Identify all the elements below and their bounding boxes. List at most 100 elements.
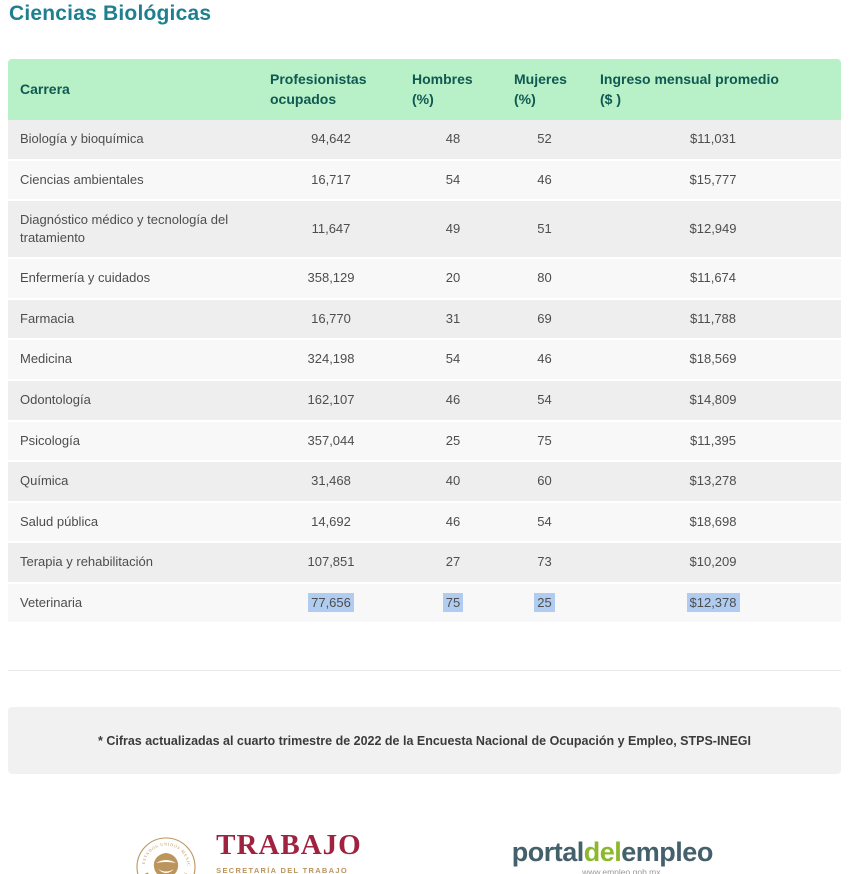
mujeres-cell: 46 (504, 160, 585, 202)
ingreso-cell: $15,777 (585, 160, 841, 202)
hombres-cell: 46 (402, 381, 504, 422)
mujeres-cell: 80 (504, 259, 585, 300)
carrera-cell: Enfermería y cuidados (8, 259, 260, 300)
table-row: Medicina 324,198 54 46 $18,569 (8, 340, 841, 382)
carrera-cell: Diagnóstico médico y tecnología del trat… (8, 201, 260, 260)
carrera-cell: Salud pública (8, 502, 260, 544)
carrera-cell: Veterinaria (8, 583, 260, 625)
ingreso-cell: $18,569 (585, 340, 841, 382)
mujeres-value: 73 (537, 554, 552, 570)
ingreso-value: $14,809 (689, 392, 737, 408)
footer-logos: ESTADOS UNIDOS MEXICANOS TRABAJO SECRETA… (0, 823, 849, 874)
hombres-cell: 46 (402, 502, 504, 544)
table-row: Psicología 357,044 25 75 $11,395 (8, 421, 841, 463)
hombres-cell: 40 (402, 462, 504, 503)
mujeres-value: 46 (537, 351, 552, 367)
ingreso-cell: $12,949 (585, 201, 841, 260)
footnote-text: * Cifras actualizadas al cuarto trimestr… (97, 733, 751, 748)
ingreso-value: $15,777 (689, 171, 737, 187)
mujeres-cell: 46 (504, 340, 585, 382)
carrera-cell: Psicología (8, 421, 260, 463)
profesionistas-cell: 358,129 (260, 259, 402, 300)
hombres-value: 48 (445, 131, 461, 147)
column-header-hombres: Hombres (%) (402, 59, 504, 121)
table-header: Carrera Profesionistas ocupados Hombres … (8, 59, 841, 121)
profesionistas-value: 14,692 (311, 513, 351, 529)
profesionistas-cell: 11,647 (260, 201, 402, 260)
table-row: Ciencias ambientales 16,717 54 46 $15,77… (8, 160, 841, 202)
ingreso-cell: $18,698 (585, 502, 841, 544)
table-row: Terapia y rehabilitación 107,851 27 73 $… (8, 543, 841, 584)
profesionistas-value: 16,717 (311, 171, 351, 187)
mujeres-value: 54 (537, 513, 552, 529)
selected-value: 75 (442, 592, 464, 612)
mujeres-value: 51 (537, 221, 552, 237)
mujeres-value: 75 (537, 432, 552, 448)
trabajo-wordmark: TRABAJO (216, 829, 362, 862)
ingreso-cell: $13,278 (585, 462, 841, 503)
hombres-value: 54 (445, 171, 461, 187)
profesionistas-value: 11,647 (311, 221, 351, 237)
hombres-cell: 20 (402, 259, 504, 300)
portal-word-part1: portal (511, 837, 585, 868)
trabajo-logo[interactable]: ESTADOS UNIDOS MEXICANOS TRABAJO SECRETA… (136, 823, 362, 874)
ingreso-cell: $11,674 (585, 259, 841, 300)
hombres-value: 49 (445, 221, 461, 237)
hombres-value: 27 (445, 554, 461, 570)
mujeres-cell: 75 (504, 421, 585, 463)
mujeres-value: 69 (537, 310, 552, 326)
carrera-cell: Farmacia (8, 299, 260, 341)
ingreso-value: $10,209 (689, 554, 737, 570)
profesionistas-cell: 77,656 (260, 583, 402, 625)
profesionistas-cell: 357,044 (260, 421, 402, 463)
table-header-row: Carrera Profesionistas ocupados Hombres … (8, 59, 841, 121)
ingreso-value: $12,949 (689, 221, 737, 237)
ingreso-value: $11,674 (689, 270, 737, 286)
mujeres-cell: 51 (504, 201, 585, 260)
table-row: Farmacia 16,770 31 69 $11,788 (8, 299, 841, 341)
hombres-value: 20 (445, 270, 461, 286)
mujeres-cell: 54 (504, 381, 585, 422)
column-header-carrera: Carrera (8, 59, 260, 121)
hombres-cell: 54 (402, 160, 504, 202)
mujeres-cell: 60 (504, 462, 585, 503)
hombres-value: 54 (445, 351, 461, 367)
profesionistas-cell: 14,692 (260, 502, 402, 544)
selected-value: 25 (534, 592, 555, 612)
ingreso-cell: $11,031 (585, 120, 841, 161)
carrera-cell: Medicina (8, 340, 260, 382)
carrera-cell: Química (8, 462, 260, 503)
carrera-cell: Odontología (8, 381, 260, 422)
hombres-cell: 31 (402, 299, 504, 341)
ingreso-value: $13,278 (689, 473, 737, 489)
ingreso-cell: $11,788 (585, 299, 841, 341)
mujeres-cell: 25 (504, 583, 585, 625)
ingreso-cell: $12,378 (585, 583, 841, 625)
page-title: Ciencias Biológicas (9, 2, 212, 25)
profesionistas-cell: 107,851 (260, 543, 402, 584)
profesionistas-cell: 324,198 (260, 340, 402, 382)
hombres-cell: 54 (402, 340, 504, 382)
profesionistas-cell: 16,717 (260, 160, 402, 202)
profesionistas-cell: 94,642 (260, 120, 402, 161)
hombres-cell: 27 (402, 543, 504, 584)
hombres-cell: 48 (402, 120, 504, 161)
profesionistas-value: 358,129 (307, 270, 355, 286)
column-header-profesionistas: Profesionistas ocupados (260, 59, 402, 121)
profesionistas-value: 324,198 (307, 351, 355, 367)
hombres-cell: 25 (402, 421, 504, 463)
mujeres-cell: 73 (504, 543, 585, 584)
portal-del-empleo-logo[interactable]: portaldelempleo www.empleo.gob.mx (511, 837, 714, 874)
mujeres-cell: 69 (504, 299, 585, 341)
portal-url: www.empleo.gob.mx (582, 867, 661, 874)
ingreso-value: $18,569 (689, 351, 737, 367)
hombres-value: 25 (445, 432, 461, 448)
selected-value: 77,656 (308, 592, 354, 612)
profesionistas-value: 357,044 (307, 432, 355, 448)
hombres-value: 46 (445, 392, 461, 408)
ingreso-value: $18,698 (689, 513, 737, 529)
portal-word-part3: empleo (621, 837, 713, 868)
mujeres-value: 54 (537, 392, 552, 408)
ingreso-cell: $14,809 (585, 381, 841, 422)
